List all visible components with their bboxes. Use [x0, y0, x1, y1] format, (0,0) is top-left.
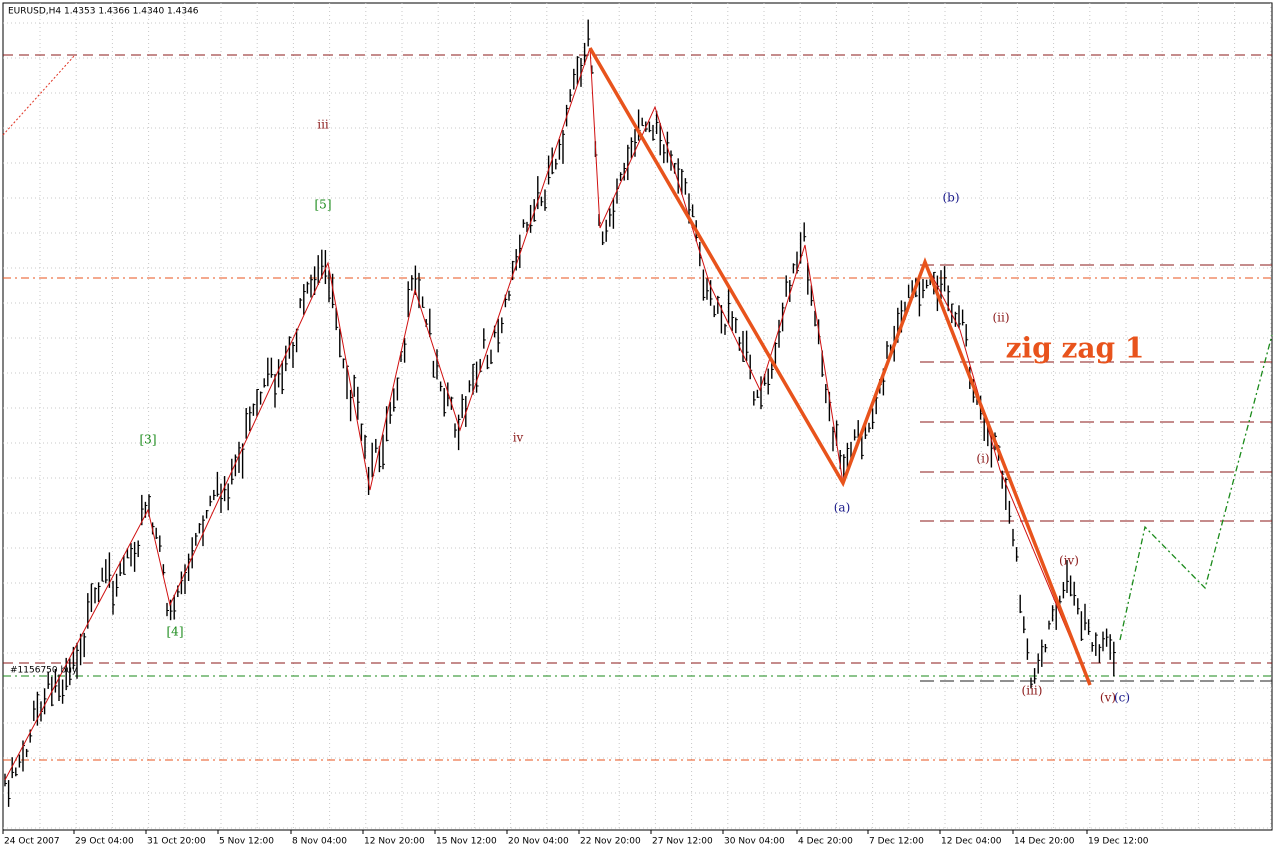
time-label: 30 Nov 04:00: [724, 837, 785, 847]
wave-label: (ii): [992, 311, 1009, 325]
wave-label: iii: [317, 118, 329, 132]
time-label: 27 Nov 12:00: [652, 837, 713, 847]
wave-label: (b): [942, 191, 959, 205]
time-label: 19 Dec 12:00: [1088, 837, 1149, 847]
wave-label: iv: [513, 431, 524, 445]
wave-label: (c): [1114, 691, 1130, 705]
time-label: 20 Nov 04:00: [508, 837, 569, 847]
wave-label: (i): [976, 452, 989, 466]
time-axis: 24 Oct 2007 29 Oct 04:00 31 Oct 20:00 5 Nov…: [2, 830, 1149, 847]
time-label: 31 Oct 20:00: [147, 837, 206, 847]
wave-label: (iv): [1059, 554, 1079, 568]
time-label: 12 Dec 04:00: [941, 837, 1002, 847]
wave-labels: iii [5] [3] [4] iv (b) (a) (ii) (i) (iv) (iii) (v)(…: [140, 118, 1131, 705]
order-label: #1156750 buy: [10, 666, 78, 676]
wave-label: (v): [1100, 691, 1116, 705]
zigzag-thick: [588, 47, 1092, 686]
time-label: 8 Nov 04:00: [292, 837, 347, 847]
time-label: 5 Nov 12:00: [219, 837, 274, 847]
time-label: 22 Nov 20:00: [580, 837, 641, 847]
wave-label: [4]: [167, 625, 184, 639]
time-label: 15 Nov 12:00: [436, 837, 497, 847]
time-label: 12 Nov 20:00: [364, 837, 425, 847]
level-lines: [2, 54, 1273, 761]
time-label: 4 Dec 20:00: [798, 837, 853, 847]
chart-header: EURUSD,H4 1.4353 1.4366 1.4340 1.4346: [8, 7, 199, 17]
wave-label: (iii): [1022, 684, 1043, 698]
time-label: 29 Oct 04:00: [75, 837, 134, 847]
wave-label: (a): [834, 501, 851, 515]
projection: [1119, 334, 1273, 641]
zigzag-annotation: zig zag 1: [1006, 332, 1145, 365]
plot-frame: [2, 2, 1273, 831]
wave-label: [5]: [315, 198, 332, 212]
time-label: 24 Oct 2007: [4, 837, 60, 847]
time-label: 7 Dec 12:00: [869, 837, 924, 847]
zigzag: [4, 47, 1092, 781]
time-label: 14 Dec 20:00: [1014, 837, 1075, 847]
wave-label: [3]: [140, 433, 157, 447]
trend-line: [2, 54, 76, 136]
